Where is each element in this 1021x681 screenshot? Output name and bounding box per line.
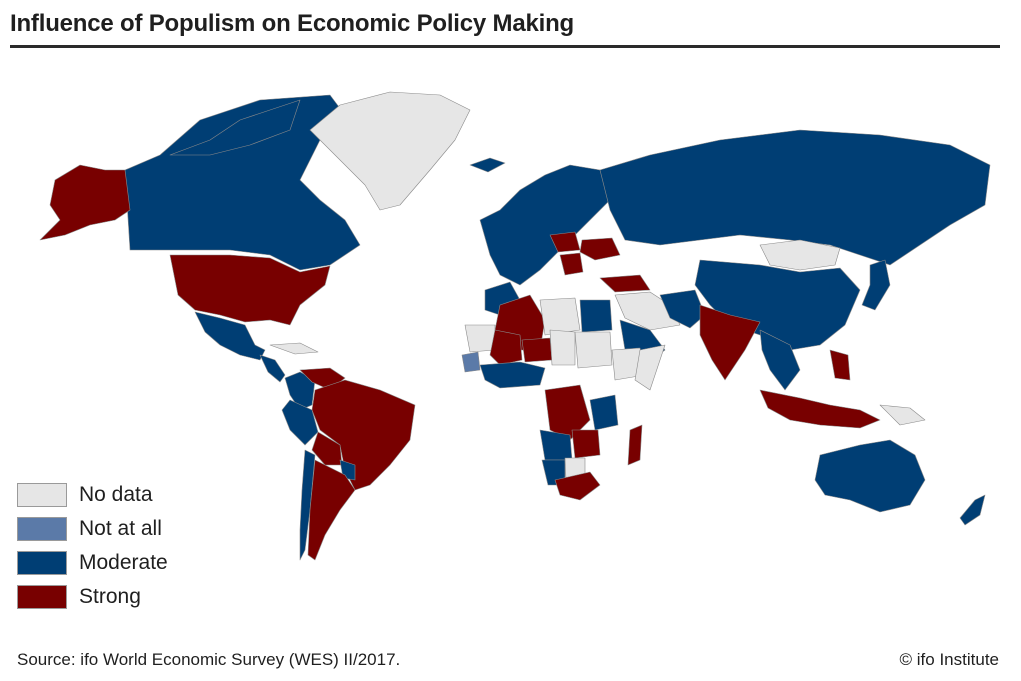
region-alaska	[39, 164, 131, 241]
region-philippines	[829, 349, 851, 381]
region-egypt	[579, 299, 613, 333]
region-united-states	[169, 254, 331, 326]
region-russia	[599, 129, 991, 266]
region-indonesia	[759, 389, 881, 429]
region-iceland	[469, 157, 506, 173]
region-turkey	[599, 274, 651, 293]
region-colombia	[284, 371, 316, 411]
region-central-america	[259, 354, 286, 383]
region-chad	[549, 329, 576, 366]
region-niger	[521, 337, 553, 363]
region-greenland	[309, 91, 471, 211]
region-mauritania	[464, 324, 496, 353]
legend-swatch-strong	[17, 585, 67, 609]
region-south-africa	[554, 471, 601, 501]
region-japan	[861, 259, 891, 311]
region-cuba	[269, 342, 319, 355]
legend-item-not-at-all: Not at all	[17, 512, 168, 546]
region-western-europe	[479, 164, 611, 286]
region-libya	[539, 297, 581, 336]
region-nigeria	[479, 361, 546, 389]
region-ukraine	[579, 237, 621, 261]
region-mexico	[194, 311, 266, 361]
region-canada-islands	[169, 99, 301, 156]
legend-swatch-moderate	[17, 551, 67, 575]
legend-swatch-not-at-all	[17, 517, 67, 541]
region-canada	[124, 94, 361, 271]
region-madagascar	[627, 424, 643, 466]
region-hungary	[559, 252, 584, 276]
region-poland	[549, 231, 581, 253]
legend-label-moderate: Moderate	[79, 551, 168, 574]
region-angola	[539, 429, 573, 461]
region-guinea	[461, 351, 481, 373]
map-legend: No data Not at all Moderate Strong	[17, 478, 168, 614]
copyright-credit: © ifo Institute	[899, 650, 999, 669]
region-sudan	[574, 331, 613, 369]
legend-item-moderate: Moderate	[17, 546, 168, 580]
legend-label-no-data: No data	[79, 483, 153, 506]
region-india	[699, 304, 761, 381]
region-zambia	[571, 429, 601, 459]
title-rule	[10, 45, 1000, 48]
legend-swatch-no-data	[17, 483, 67, 507]
region-mali	[489, 329, 523, 366]
region-china	[694, 259, 861, 351]
region-new-zealand	[959, 494, 986, 526]
legend-item-strong: Strong	[17, 580, 168, 614]
region-papua-new-guinea	[879, 404, 926, 426]
legend-item-no-data: No data	[17, 478, 168, 512]
map-title: Influence of Populism on Economic Policy…	[10, 10, 575, 37]
region-southeast-asia	[759, 329, 801, 391]
source-note: Source: ifo World Economic Survey (WES) …	[17, 650, 401, 669]
region-tanzania	[589, 394, 619, 431]
legend-label-strong: Strong	[79, 585, 141, 608]
region-brazil	[311, 379, 416, 491]
region-somalia	[634, 344, 666, 391]
region-mongolia	[759, 239, 841, 271]
region-chile	[299, 449, 316, 561]
region-iran	[659, 289, 706, 329]
region-peru	[281, 399, 319, 446]
world-map	[0, 60, 1021, 580]
region-argentina	[307, 459, 356, 561]
region-australia	[814, 439, 926, 513]
legend-label-not-at-all: Not at all	[79, 517, 162, 540]
region-bolivia	[311, 431, 343, 466]
